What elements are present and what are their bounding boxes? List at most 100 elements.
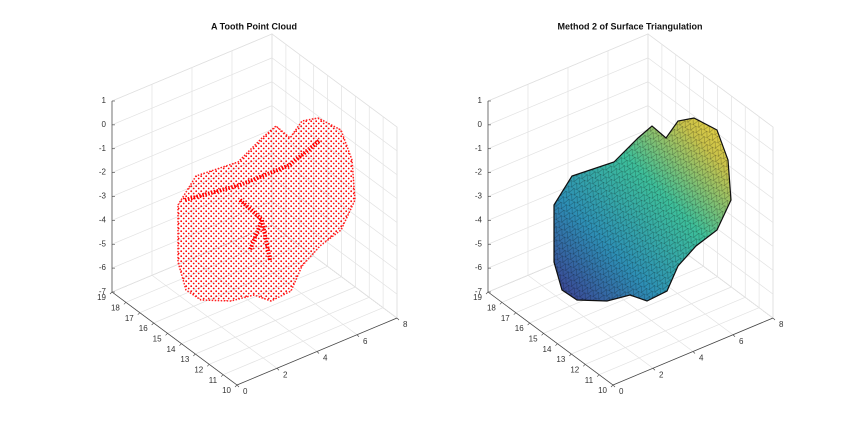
x-tick <box>316 351 320 354</box>
y-tick-label: 10 <box>598 386 607 395</box>
x-tick-label: 4 <box>323 354 328 363</box>
grid-line <box>271 57 398 152</box>
x-tick-label: 8 <box>403 320 408 329</box>
y-tick <box>596 374 600 377</box>
z-tick-label: -7 <box>475 287 483 296</box>
grid-line <box>111 57 273 126</box>
y-tick-label: 10 <box>222 386 231 395</box>
grid-line <box>487 129 649 197</box>
y-tick <box>541 333 544 336</box>
x-tick <box>356 334 360 337</box>
y-tick-label: 14 <box>543 345 552 354</box>
y-tick <box>234 384 238 388</box>
x-tick <box>772 317 776 321</box>
chart-title: Method 2 of Surface Triangulation <box>557 21 702 31</box>
grid-line <box>557 276 718 344</box>
grid-line <box>111 81 273 150</box>
y-tick-label: 12 <box>570 365 579 374</box>
grid-line <box>111 129 273 197</box>
x-tick-label: 2 <box>659 370 664 379</box>
y-tick-label: 16 <box>515 324 524 333</box>
y-tick <box>513 312 516 315</box>
grid-line <box>487 105 649 173</box>
y-axis-line <box>111 291 238 386</box>
grid-line <box>543 266 704 334</box>
z-tick-label: -1 <box>99 144 107 153</box>
y-tick <box>583 364 586 367</box>
y-tick-label: 11 <box>585 376 594 385</box>
z-tick-label: 0 <box>102 120 107 129</box>
x-tick-label: 0 <box>243 387 248 396</box>
y-tick <box>179 343 182 346</box>
tooth-point-cloud <box>177 117 356 302</box>
z-tick-label: -7 <box>99 287 107 296</box>
grid-line <box>487 57 649 126</box>
y-tick-label: 18 <box>487 303 496 312</box>
z-tick-label: -6 <box>475 263 483 272</box>
tooth-ridge <box>184 138 322 261</box>
chart-title: A Tooth Point Cloud <box>211 21 297 31</box>
y-tick-label: 18 <box>111 303 120 312</box>
x-tick-label: 4 <box>699 354 704 363</box>
y-tick <box>109 291 113 295</box>
z-tick-label: 1 <box>102 96 107 105</box>
grid-line <box>167 266 328 334</box>
grid-line <box>222 307 384 375</box>
z-tick-label: -2 <box>99 168 107 177</box>
y-tick-label: 16 <box>139 324 148 333</box>
x-tick <box>612 384 616 388</box>
x-tick <box>652 368 656 371</box>
y-tick-label: 17 <box>501 314 510 323</box>
grid-line <box>209 297 370 365</box>
x-tick <box>692 351 696 354</box>
x-axis-line <box>236 317 398 386</box>
y-tick <box>151 322 154 326</box>
x-tick-label: 8 <box>779 320 784 329</box>
y-tick-label: 19 <box>473 293 482 302</box>
grid-line <box>647 33 774 128</box>
y-tick <box>220 374 224 377</box>
grid-line <box>585 297 746 365</box>
grid-line <box>598 307 760 375</box>
z-tick-label: -5 <box>475 239 483 248</box>
y-tick-label: 12 <box>194 365 203 374</box>
z-tick-label: 0 <box>478 120 483 129</box>
y-tick <box>569 353 572 357</box>
y-axis-line <box>487 291 614 386</box>
x-axis-line <box>612 317 774 386</box>
y-tick-label: 14 <box>167 345 176 354</box>
z-tick-label: -5 <box>99 239 107 248</box>
x-tick-label: 6 <box>363 337 368 346</box>
grid-line <box>527 274 654 369</box>
y-tick-label: 15 <box>153 334 162 343</box>
y-tick <box>165 333 168 336</box>
y-tick <box>610 384 614 388</box>
x-tick-label: 0 <box>619 387 624 396</box>
y-tick <box>193 353 196 357</box>
x-tick <box>276 368 280 371</box>
y-tick-label: 19 <box>97 293 106 302</box>
y-tick <box>555 343 558 346</box>
y-tick <box>207 364 210 367</box>
z-tick-label: -2 <box>475 168 483 177</box>
grid-line <box>487 81 649 150</box>
y-tick <box>137 312 140 315</box>
grid-line <box>181 276 342 344</box>
z-tick-label: -6 <box>99 263 107 272</box>
grid-line <box>111 33 273 102</box>
y-tick-label: 17 <box>125 314 134 323</box>
x-tick <box>236 384 240 388</box>
grid-line <box>647 57 774 152</box>
y-tick <box>123 302 127 305</box>
y-tick-label: 13 <box>180 355 189 364</box>
grid-line <box>571 286 732 355</box>
z-tick-label: -1 <box>475 144 483 153</box>
y-tick <box>527 322 530 326</box>
z-tick-label: -4 <box>99 215 107 224</box>
y-tick <box>485 291 489 295</box>
x-tick-label: 2 <box>283 370 288 379</box>
grid-line <box>271 33 398 128</box>
y-tick <box>499 302 503 305</box>
x-tick <box>732 334 736 337</box>
